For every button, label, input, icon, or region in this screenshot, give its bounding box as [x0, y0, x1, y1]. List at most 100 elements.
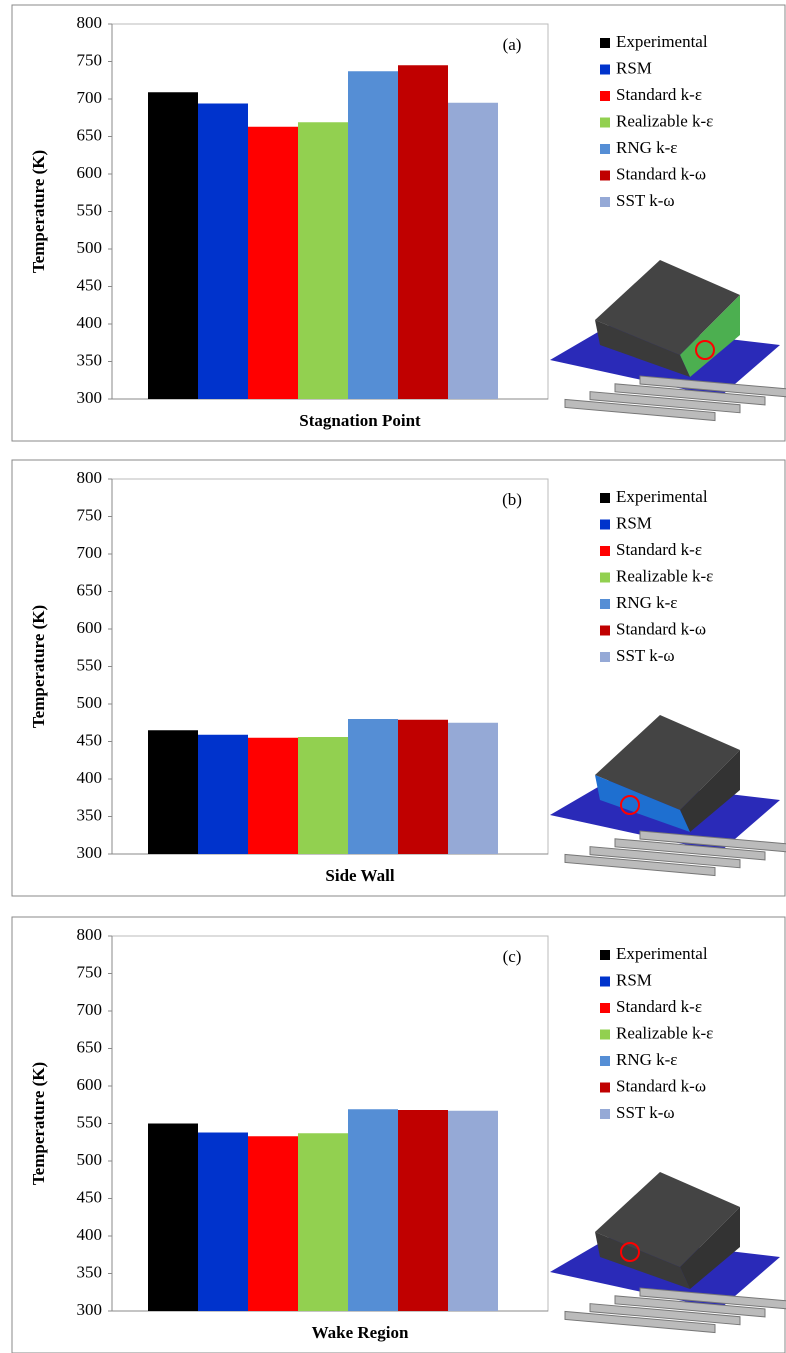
y-tick-label: 550 — [77, 1112, 103, 1131]
y-axis-title: Temperature (K) — [29, 1062, 48, 1185]
panel-border — [11, 916, 786, 1353]
x-axis-title: Stagnation Point — [299, 411, 421, 430]
y-axis-title: Temperature (K) — [29, 150, 48, 273]
legend-label: RNG k-ε — [616, 138, 677, 157]
y-tick-label: 600 — [77, 618, 103, 637]
legend-swatch — [600, 652, 610, 662]
bar — [398, 65, 448, 399]
legend-swatch — [600, 493, 610, 503]
legend-swatch — [600, 144, 610, 154]
legend-label: RNG k-ε — [616, 1050, 677, 1069]
model-illustration — [550, 260, 786, 422]
legend-label: Experimental — [616, 944, 708, 963]
rail — [639, 830, 786, 853]
block-front — [680, 750, 740, 832]
bar — [198, 103, 248, 399]
legend-swatch — [600, 91, 610, 101]
legend-label: Experimental — [616, 487, 708, 506]
legend-label: Realizable k-ε — [616, 566, 713, 585]
legend-label: Standard k-ω — [616, 164, 706, 183]
y-tick-label: 500 — [77, 1150, 103, 1169]
bar — [248, 1136, 298, 1311]
legend-swatch — [600, 1029, 610, 1040]
bar — [348, 71, 398, 399]
rail — [564, 853, 716, 877]
y-tick-label: 350 — [77, 805, 103, 824]
legend-label: Standard k-ε — [616, 85, 702, 104]
rail — [589, 846, 741, 869]
legend-swatch — [600, 599, 610, 609]
bar — [298, 122, 348, 399]
bar — [398, 1110, 448, 1311]
legend-swatch — [600, 1109, 610, 1119]
legend-label: RSM — [616, 58, 652, 77]
legend-label: Standard k-ω — [616, 619, 706, 638]
block-front — [680, 295, 740, 377]
legend-label: Standard k-ε — [616, 540, 702, 559]
rail — [589, 391, 741, 414]
legend-label: SST k-ω — [616, 1103, 675, 1122]
y-tick-label: 500 — [77, 238, 103, 257]
legend-swatch — [600, 1056, 610, 1066]
legend-label: Realizable k-ε — [616, 111, 713, 130]
y-tick-label: 550 — [77, 655, 103, 674]
y-tick-label: 550 — [77, 200, 103, 219]
rail — [614, 838, 766, 861]
bar — [298, 1133, 348, 1311]
legend-label: RSM — [616, 513, 652, 532]
rail — [589, 1303, 741, 1326]
legend-swatch — [600, 117, 610, 128]
y-tick-label: 450 — [77, 1187, 103, 1206]
y-tick-label: 350 — [77, 1262, 103, 1281]
y-tick-label: 600 — [77, 163, 103, 182]
bar — [198, 1132, 248, 1311]
y-tick-label: 750 — [77, 50, 103, 69]
bar — [448, 1110, 498, 1311]
y-tick-label: 650 — [77, 580, 103, 599]
legend-swatch — [600, 519, 610, 530]
y-tick-label: 300 — [77, 1300, 103, 1319]
bar — [348, 719, 398, 854]
legend-swatch — [600, 546, 610, 556]
legend-label: Standard k-ω — [616, 1076, 706, 1095]
rail — [639, 375, 786, 398]
legend-swatch — [600, 38, 610, 48]
model-illustration — [550, 1172, 786, 1334]
block-side — [595, 320, 690, 377]
y-tick-label: 450 — [77, 730, 103, 749]
legend-swatch — [600, 197, 610, 207]
bar — [298, 737, 348, 854]
bar — [198, 734, 248, 854]
block-side — [595, 775, 690, 832]
panel-border — [11, 4, 786, 442]
legend-swatch — [600, 572, 610, 583]
x-axis-title: Wake Region — [312, 1323, 409, 1342]
y-tick-label: 400 — [77, 1225, 103, 1244]
y-tick-label: 300 — [77, 843, 103, 862]
bar — [398, 719, 448, 854]
rail — [614, 1295, 766, 1318]
y-tick-label: 400 — [77, 768, 103, 787]
legend-swatch — [600, 976, 610, 987]
legend-swatch — [600, 1082, 610, 1093]
rail — [564, 398, 716, 422]
y-tick-label: 750 — [77, 962, 103, 981]
rail — [614, 383, 766, 406]
legend-swatch — [600, 625, 610, 636]
legend-label: SST k-ω — [616, 646, 675, 665]
legend-label: Experimental — [616, 32, 708, 51]
y-axis-title: Temperature (K) — [29, 605, 48, 728]
block-side — [595, 1232, 690, 1289]
y-tick-label: 500 — [77, 693, 103, 712]
legend-swatch — [600, 64, 610, 75]
bar — [148, 1123, 198, 1311]
y-tick-label: 800 — [77, 13, 103, 32]
legend-swatch — [600, 950, 610, 960]
model-illustration — [550, 715, 786, 877]
probe-marker — [620, 1242, 640, 1262]
y-tick-label: 450 — [77, 275, 103, 294]
y-tick-label: 650 — [77, 1037, 103, 1056]
y-tick-label: 350 — [77, 350, 103, 369]
legend-label: Realizable k-ε — [616, 1023, 713, 1042]
bar — [248, 737, 298, 854]
